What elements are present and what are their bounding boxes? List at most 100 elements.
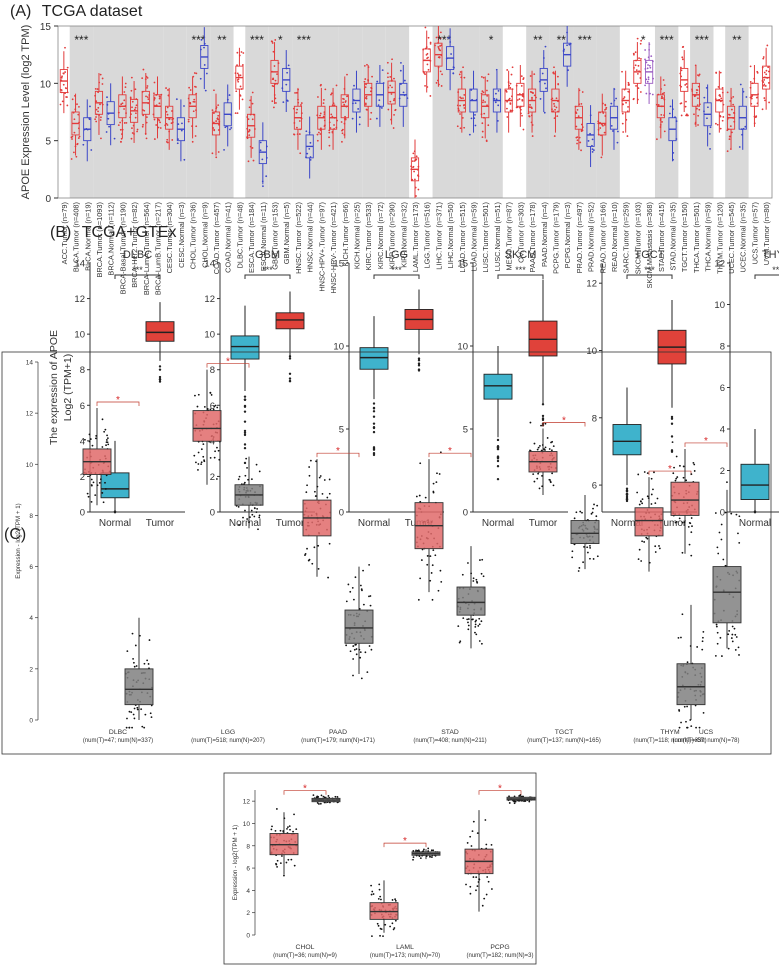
panel-c-top-normal-box-2-point — [362, 569, 364, 572]
panel-a-box-57-point — [729, 148, 732, 150]
panel-a-box-46-point — [602, 124, 604, 127]
panel-c-bottom-normal-box-1-point — [427, 847, 430, 850]
panel-a-box-54-point — [696, 107, 698, 110]
panel-a-box-46-point — [600, 156, 603, 159]
panel-a-box-28-point — [393, 113, 395, 116]
panel-a-box-8-point — [153, 92, 155, 95]
panel-c-top-tumor-box-0-point — [92, 481, 95, 484]
panel-c-top-normal-box-3-point — [472, 580, 475, 582]
panel-a-box-15-point — [239, 74, 242, 77]
panel-a-box-51-point — [659, 123, 662, 126]
panel-c-top-tumor-box-4-point — [541, 474, 543, 477]
panel-a-box-1-point — [74, 145, 77, 148]
panel-a-xtick-label: BRCA-Her2.Tumor (n=82) — [130, 202, 139, 288]
panel-c-top-normal-box-3-point — [470, 572, 473, 575]
panel-c-bottom-tumor-box-0-point — [292, 830, 294, 833]
panel-c-top-normal-box-0-point — [148, 639, 151, 641]
panel-a-box-44-point — [578, 136, 581, 139]
panel-a-box-26-point — [364, 103, 367, 106]
panel-c-bottom-ytick-label: 2 — [246, 910, 250, 917]
panel-a-box-35-point — [474, 124, 477, 127]
panel-a-xtick-label: UCEC.Tumor (n=545) — [727, 202, 736, 274]
panel-a-box-24-point — [346, 95, 349, 98]
panel-b-outlier — [417, 362, 421, 365]
panel-a-box-28-point — [389, 75, 392, 78]
panel-a-box-32-point — [437, 47, 440, 50]
panel-c-bottom-tumor-box-0-point — [279, 829, 282, 832]
panel-a-box-41-point — [543, 111, 546, 114]
panel-a-box-13-point — [211, 109, 214, 112]
panel-a-box-51-point — [656, 138, 658, 141]
panel-a-shade — [362, 26, 386, 198]
panel-c-bottom-ytick-label: 0 — [246, 933, 250, 940]
panel-b-outlier — [243, 446, 247, 450]
panel-a-box-15-point — [240, 51, 243, 53]
panel-a-ytick-label: 5 — [45, 137, 51, 148]
panel-a-ytick-label: 15 — [40, 22, 52, 33]
panel-a-box-48-point — [622, 97, 625, 100]
panel-a-box-5-point — [121, 128, 124, 131]
panel-c-bottom-tumor-box-0-point — [286, 827, 288, 830]
panel-c-top-normal-box-4-point — [581, 511, 583, 514]
panel-a-box-54-point — [694, 121, 697, 124]
panel-c-top-normal-box-0-point — [130, 711, 133, 714]
panel-a-box-2-point — [89, 105, 91, 108]
panel-a-box-23-point — [332, 102, 335, 105]
panel-c-top-normal-box-5-point — [678, 710, 681, 712]
panel-c-top-tumor-box-5-point — [647, 497, 650, 500]
panel-a-box-1-point — [74, 108, 77, 111]
panel-a-box-31-point — [423, 72, 426, 74]
panel-c-top-tumor-box-0-point — [94, 494, 97, 497]
panel-a-box-60-point — [762, 84, 765, 87]
panel-b-sig-bracket — [626, 274, 673, 279]
panel-c-bottom-tumor-box-0-point — [285, 861, 288, 864]
panel-a-box-40-point — [531, 124, 534, 126]
panel-a-box-1-point — [73, 131, 76, 134]
panel-a-box-28-point — [389, 84, 392, 87]
panel-b-sig-bracket — [754, 274, 779, 279]
panel-c-top-normal-box-1-point — [258, 514, 261, 517]
panel-b-outlier — [496, 477, 500, 481]
panel-a-xtick-label: CHOL.Normal (n=9) — [200, 202, 209, 268]
panel-c-top-tumor-box-1-point — [195, 461, 197, 464]
panel-a-box-58-point — [738, 146, 741, 148]
panel-c-top-normal-box-0-point — [126, 650, 129, 653]
panel-a-box-31-point — [429, 42, 432, 45]
panel-c-bottom-normal-box-1-point — [412, 850, 415, 852]
panel-a-box-34-point — [462, 97, 464, 100]
panel-a-box-2-point — [82, 143, 85, 146]
panel-c-top-group-counts: (num(T)=57; num(N)=78) — [672, 738, 739, 744]
panel-a-box-31-point — [426, 52, 429, 55]
panel-a-box-59-point — [756, 70, 759, 73]
panel-a-box-39-point — [521, 114, 523, 117]
panel-a-box-54-point — [696, 104, 699, 107]
panel-c-top-normal-box-4-point — [586, 546, 589, 549]
panel-a-box-3-point — [95, 108, 98, 111]
panel-b-tumor-box-0-box — [145, 321, 175, 342]
panel-a-box-49-point — [632, 98, 635, 101]
panel-a-box-25-point — [351, 117, 354, 120]
panel-c-bottom-ylabel: Expression - log2(TPM + 1) — [232, 825, 239, 900]
panel-c-top-tumor-box-6-point — [678, 517, 681, 520]
panel-c-top-normal-box-3-point — [457, 625, 460, 628]
panel-c-top-group-label: DLBC — [109, 729, 127, 736]
panel-c-top-normal-box-1-point — [246, 518, 249, 520]
panel-a-box-47-point — [610, 124, 613, 127]
panel-b-ytick-label: 15 — [457, 259, 468, 270]
panel-a-box-29-point — [402, 91, 405, 94]
panel-c-top-tumor-box-5-point — [637, 473, 640, 476]
panel-c-bottom-tumor-box-1-point — [380, 898, 382, 901]
panel-a-box-18-point — [271, 100, 274, 103]
panel-a-box-60-point — [763, 83, 766, 86]
panel-a-shade — [526, 26, 550, 198]
panel-c-top-tumor-box-3-point — [438, 473, 441, 475]
panel-a-box-36-point — [486, 89, 488, 92]
panel-a-box-19-point — [282, 101, 285, 104]
panel-a-box-50-point — [651, 93, 654, 96]
panel-c-top-normal-box-2-point — [349, 590, 352, 593]
panel-c-top-tumor-box-3-point — [432, 549, 435, 552]
panel-c-bottom-tumor-box-1-point — [379, 934, 381, 937]
panel-a-box-20-point — [294, 92, 296, 94]
panel-a-box-13-point — [213, 129, 216, 132]
panel-a-box-24-point — [344, 100, 347, 102]
